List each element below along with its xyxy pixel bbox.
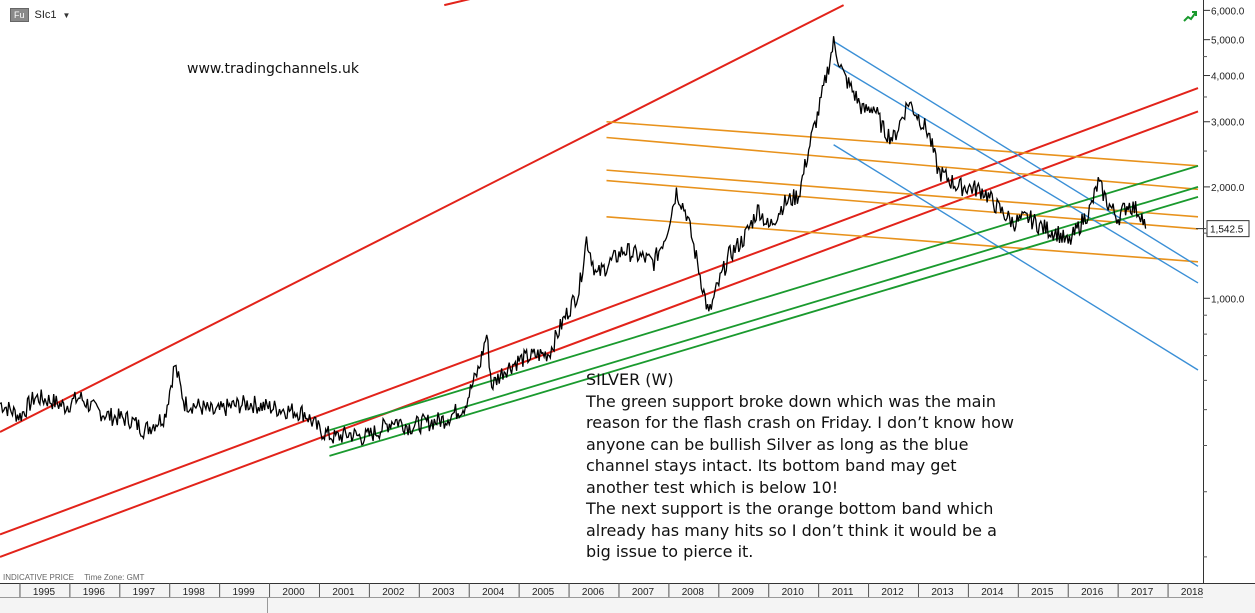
price-series-line — [0, 36, 1147, 446]
annotation-text: SILVER (W) The green support broke down … — [586, 369, 1056, 563]
x-tick-label: 2003 — [432, 587, 455, 598]
x-tick-label: 2015 — [1031, 587, 1054, 598]
annotation-line: anyone can be bullish Silver as long as … — [586, 434, 969, 454]
watermark-url: www.tradingchannels.uk — [187, 61, 359, 77]
orange-trendline — [606, 216, 1199, 263]
x-tick-label: 2009 — [732, 587, 755, 598]
x-tick-label: 2018 — [1181, 587, 1204, 598]
price-type-label: INDICATIVE PRICE — [3, 573, 74, 582]
blue-trendline — [833, 144, 1199, 371]
annotation-line: The green support broke down which was t… — [586, 391, 997, 411]
blue-trendline — [833, 40, 1199, 267]
annotation-line: already has many hits so I don’t think i… — [586, 520, 997, 540]
x-tick-label: 2013 — [931, 587, 954, 598]
y-tick-label: 6,000.0 — [1211, 6, 1245, 17]
orange-trendline — [606, 169, 1199, 218]
x-tick-label: 2011 — [832, 587, 854, 598]
y-tick-label: 2,000.0 — [1211, 183, 1245, 194]
y-axis-panel — [1203, 0, 1255, 583]
x-tick-label: 2010 — [782, 587, 805, 598]
y-tick-label: 4,000.0 — [1211, 72, 1245, 83]
red-trendline — [0, 110, 1199, 558]
green-trendline — [329, 164, 1199, 432]
chevron-down-icon[interactable]: ▼ — [62, 10, 71, 20]
annotation-line: reason for the flash crash on Friday. I … — [586, 413, 1014, 432]
x-tick-label: 2006 — [582, 587, 605, 598]
x-tick-label: 2016 — [1081, 587, 1104, 598]
last-price-label: 1,542.5 — [1210, 225, 1244, 236]
chart-footer: INDICATIVE PRICE Time Zone: GMT — [3, 573, 144, 582]
red-trendline — [0, 4, 845, 433]
symbol-selector[interactable]: SIc1 — [34, 9, 57, 21]
annotation-title: SILVER (W) — [586, 370, 674, 389]
x-tick-label: 2014 — [981, 587, 1004, 598]
orange-trendline — [606, 120, 1199, 167]
x-tick-label: 1998 — [183, 587, 206, 598]
y-tick-label: 5,000.0 — [1211, 36, 1245, 47]
x-tick-label: 2005 — [532, 587, 555, 598]
annotation-line: channel stays intact. Its bottom band ma… — [586, 456, 957, 475]
blue-trendline — [833, 63, 1199, 284]
x-tick-label: 2000 — [282, 587, 305, 598]
x-tick-label: 1996 — [83, 587, 106, 598]
x-tick-label: 1995 — [33, 587, 56, 598]
last-price-box — [1206, 220, 1250, 238]
orange-trendline — [606, 179, 1199, 230]
x-tick-label: 2004 — [482, 587, 505, 598]
x-tick-label: 2002 — [382, 587, 405, 598]
futures-badge: Fu — [10, 8, 29, 22]
x-tick-label: 2001 — [332, 587, 355, 598]
trend-up-icon[interactable] — [1183, 9, 1197, 23]
annotation-line: The next support is the orange bottom ba… — [586, 499, 994, 518]
x-tick-label: 2012 — [881, 587, 904, 598]
x-tick-label: 2017 — [1131, 587, 1154, 598]
y-tick-label: 3,000.0 — [1211, 118, 1245, 129]
x-tick-label: 1999 — [233, 587, 256, 598]
x-tick-label: 2007 — [632, 587, 655, 598]
y-tick-label: 1,000.0 — [1211, 294, 1245, 305]
green-trendline — [329, 186, 1199, 449]
annotation-line: big issue to pierce it. — [586, 542, 754, 561]
x-tick-label: 1997 — [133, 587, 156, 598]
time-zone-label: Time Zone: GMT — [84, 573, 145, 582]
annotation-line: another test which is below 10! — [586, 477, 839, 497]
x-tick-label: 2008 — [682, 587, 705, 598]
chart-header: Fu SIc1 ▼ — [10, 8, 70, 22]
